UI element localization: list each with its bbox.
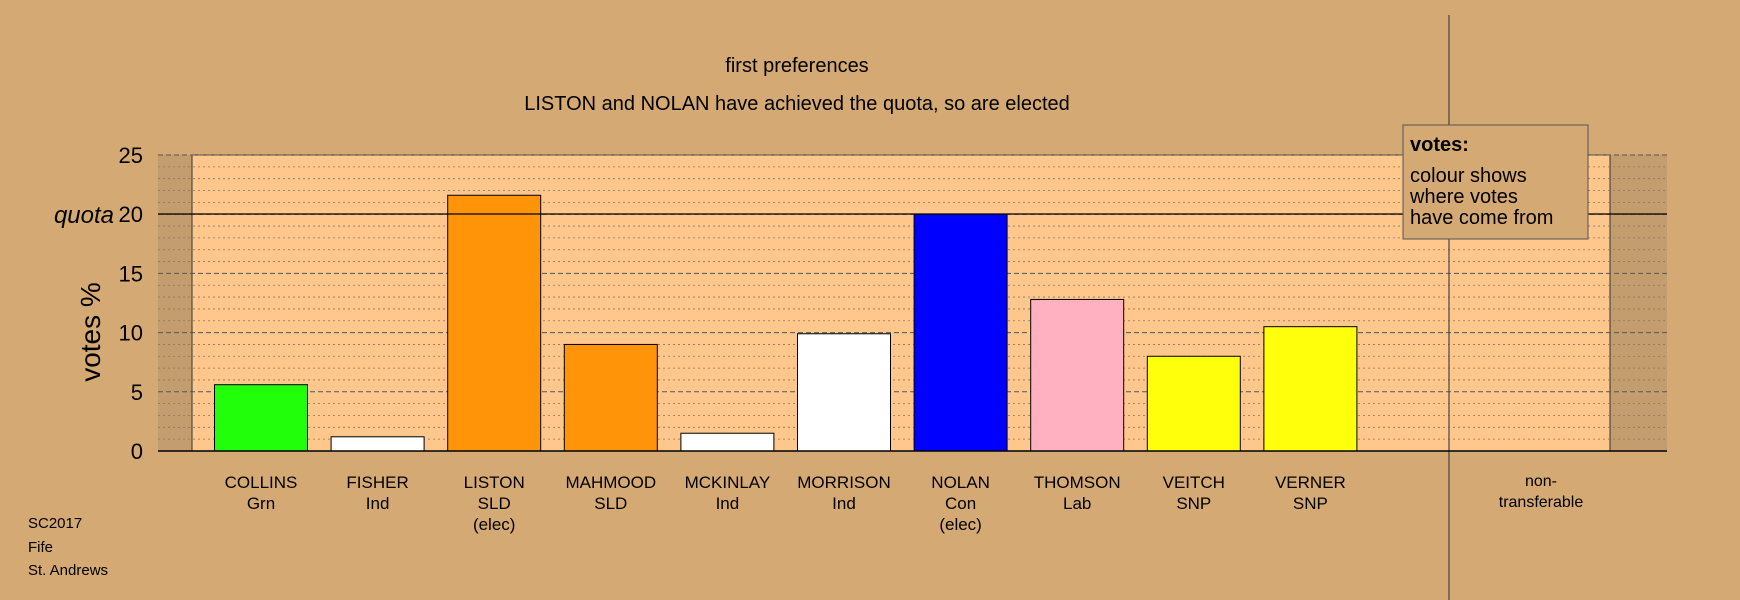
x-tick-label-name: THOMSON: [1034, 473, 1121, 492]
chart-subtitle: LISTON and NOLAN have achieved the quota…: [524, 93, 1070, 115]
legend-line-1: colour shows: [1410, 165, 1527, 187]
grid-lines: [158, 154, 1667, 440]
x-tick-label-nontransferable: transferable: [1499, 494, 1584, 511]
x-tick-label-name: MCKINLAY: [685, 473, 771, 492]
chart-title: first preferences: [725, 55, 868, 77]
x-tick-label-party: Grn: [247, 494, 275, 513]
bar-verner: [1263, 326, 1358, 452]
x-tick-label-name: MORRISON: [797, 473, 891, 492]
bar-fisher: [330, 436, 425, 452]
x-tick-label-name: NOLAN: [931, 473, 990, 492]
plot-area: [191, 154, 1611, 452]
plot-outer-shade-right: [1610, 155, 1667, 451]
x-tick-label-status: (elec): [939, 515, 982, 534]
x-tick-label-name: VEITCH: [1163, 473, 1225, 492]
bar-liston: [447, 194, 542, 452]
bars: [214, 194, 1358, 452]
y-tick-label: 15: [119, 261, 143, 286]
quota-label: quota: [54, 202, 114, 229]
plot-outer-shade-left: [158, 155, 192, 451]
bar-morrison: [797, 333, 891, 452]
legend: votes: colour shows where votes have com…: [1402, 124, 1589, 240]
y-tick-label: 0: [131, 439, 143, 464]
footer-line-1: SC2017: [28, 515, 82, 532]
x-tick-label-party: Lab: [1063, 494, 1091, 513]
footer-line-2: Fife: [28, 539, 53, 556]
bar-mckinlay: [680, 432, 775, 452]
x-tick-label-name: LISTON: [464, 473, 525, 492]
x-tick-label-party: SLD: [594, 494, 627, 513]
y-tick-label: 5: [131, 380, 143, 405]
x-tick-label-party: Ind: [832, 494, 856, 513]
x-tick-label-status: (elec): [473, 515, 516, 534]
y-tick-label: 10: [119, 321, 143, 346]
x-tick-label-name: FISHER: [346, 473, 408, 492]
footer-line-3: St. Andrews: [28, 562, 108, 579]
x-tick-label-party: SLD: [478, 494, 511, 513]
x-tick-label-name: MAHMOOD: [565, 473, 656, 492]
x-tick-label-party: Ind: [716, 494, 740, 513]
x-tick-label-nontransferable: non-: [1525, 473, 1557, 490]
bar-collins: [214, 384, 308, 452]
x-tick-label-party: SNP: [1176, 494, 1211, 513]
x-tick-label-name: COLLINS: [225, 473, 298, 492]
bar-mahmood: [563, 343, 658, 452]
y-tick-label: 25: [119, 143, 143, 168]
y-axis-ticks: 0 5 10 15 20 25: [119, 143, 143, 464]
y-axis-label: votes %: [75, 282, 106, 382]
bar-veitch: [1146, 355, 1241, 452]
x-tick-label-party: Con: [945, 494, 976, 513]
x-tick-label-name: VERNER: [1275, 473, 1346, 492]
x-axis-labels: COLLINS Grn FISHER Ind LISTON SLD (elec) MAHMOO…: [225, 473, 1584, 534]
x-tick-label-party: SNP: [1293, 494, 1328, 513]
legend-line-2: where votes: [1409, 186, 1518, 208]
legend-title: votes:: [1410, 134, 1469, 156]
legend-line-3: have come from: [1410, 207, 1553, 229]
bar-thomson: [1030, 298, 1125, 452]
legend-box: [1402, 124, 1589, 240]
x-tick-label-party: Ind: [366, 494, 390, 513]
y-tick-label: 20: [119, 202, 143, 227]
bar-nolan: [913, 213, 1008, 452]
